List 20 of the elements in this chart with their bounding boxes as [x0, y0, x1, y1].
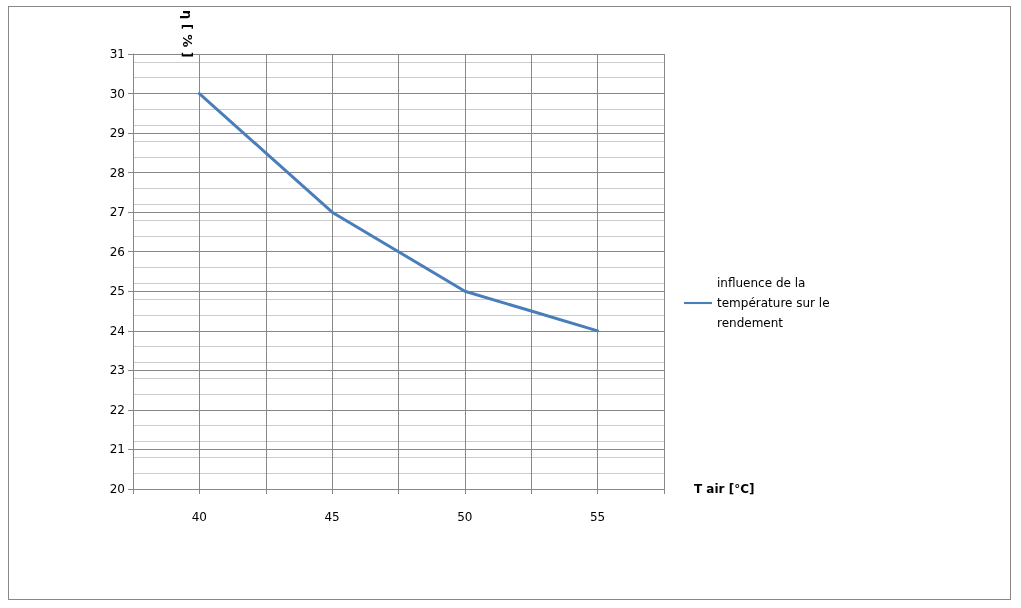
y-tick-label: 24 — [109, 323, 125, 338]
y-tick-label: 27 — [109, 205, 125, 220]
y-tick-label: 31 — [109, 47, 125, 61]
y-tick-label: 28 — [109, 165, 125, 180]
y-tick-label: 26 — [109, 244, 125, 259]
y-tick-label: 30 — [109, 86, 125, 101]
y-tick-label: 20 — [109, 482, 125, 496]
legend-label: influence de la température sur le rendement — [717, 276, 834, 330]
line-series — [197, 92, 600, 333]
x-tick-label: 40 — [191, 510, 208, 524]
x-axis-title: T air [°C] — [694, 482, 755, 496]
y-axis-title: η [ % ] — [180, 10, 195, 58]
y-tick-label: 22 — [109, 402, 125, 417]
x-tick-label: 55 — [589, 510, 606, 524]
x-tick-label: 45 — [324, 510, 340, 524]
y-tick-label: 21 — [109, 442, 125, 457]
y-tick-label: 25 — [109, 284, 125, 299]
x-tick-label: 50 — [457, 510, 473, 524]
y-tick-label: 23 — [109, 363, 125, 378]
y-tick-label: 29 — [109, 126, 125, 141]
